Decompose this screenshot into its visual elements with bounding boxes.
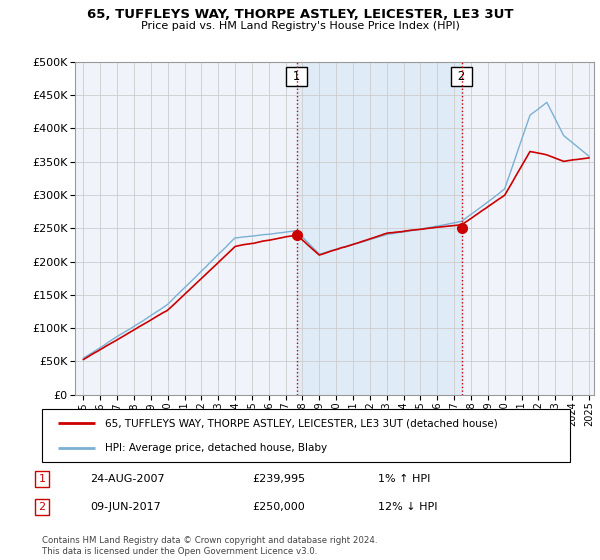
Text: £239,995: £239,995 — [252, 474, 305, 484]
Text: 2: 2 — [454, 70, 469, 83]
Text: £250,000: £250,000 — [252, 502, 305, 512]
Text: 09-JUN-2017: 09-JUN-2017 — [90, 502, 161, 512]
Text: 12% ↓ HPI: 12% ↓ HPI — [378, 502, 437, 512]
Text: 24-AUG-2007: 24-AUG-2007 — [90, 474, 164, 484]
Text: 65, TUFFLEYS WAY, THORPE ASTLEY, LEICESTER, LE3 3UT: 65, TUFFLEYS WAY, THORPE ASTLEY, LEICEST… — [87, 8, 513, 21]
Text: 1: 1 — [289, 70, 304, 83]
FancyBboxPatch shape — [42, 409, 570, 462]
Text: Price paid vs. HM Land Registry's House Price Index (HPI): Price paid vs. HM Land Registry's House … — [140, 21, 460, 31]
Text: 2: 2 — [38, 502, 46, 512]
Text: Contains HM Land Registry data © Crown copyright and database right 2024.
This d: Contains HM Land Registry data © Crown c… — [42, 536, 377, 556]
Text: 1: 1 — [38, 474, 46, 484]
Text: HPI: Average price, detached house, Blaby: HPI: Average price, detached house, Blab… — [106, 442, 328, 452]
Text: 1% ↑ HPI: 1% ↑ HPI — [378, 474, 430, 484]
Bar — [296, 62, 461, 395]
Text: 65, TUFFLEYS WAY, THORPE ASTLEY, LEICESTER, LE3 3UT (detached house): 65, TUFFLEYS WAY, THORPE ASTLEY, LEICEST… — [106, 418, 498, 428]
